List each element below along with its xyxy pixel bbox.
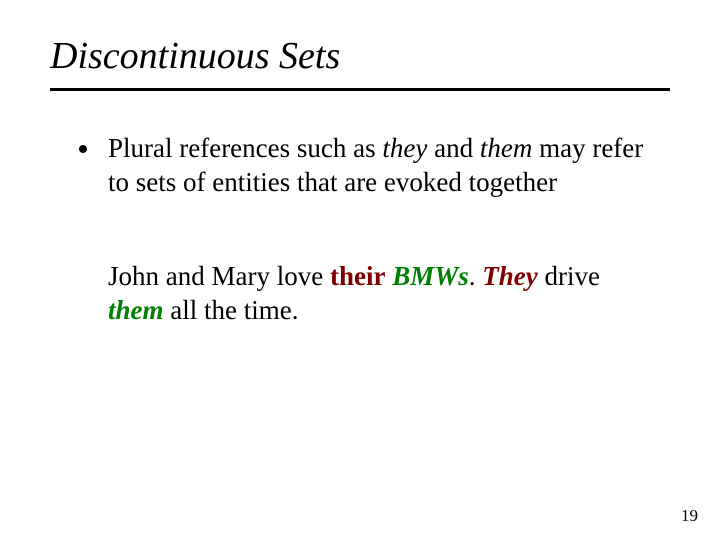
bullet-list: Plural references such as they and them … xyxy=(50,131,670,199)
ref-their: their xyxy=(330,261,385,291)
bullet-italic-they: they xyxy=(382,133,427,163)
example-seg: drive xyxy=(538,261,600,291)
slide-title: Discontinuous Sets xyxy=(50,34,670,78)
ref-they: They xyxy=(482,261,537,291)
page-number: 19 xyxy=(681,506,698,526)
bullet-italic-them: them xyxy=(480,133,532,163)
bullet-seg: Plural references such as xyxy=(108,133,382,163)
example-seg: all the time. xyxy=(164,295,299,325)
entity-bmws: BMWs xyxy=(392,261,469,291)
example-text: John and Mary love their BMWs. They driv… xyxy=(108,261,600,325)
example-seg: . xyxy=(469,261,483,291)
bullet-seg: and xyxy=(427,133,479,163)
example-paragraph: John and Mary love their BMWs. They driv… xyxy=(108,259,640,327)
title-underline xyxy=(50,88,670,91)
bullet-text: Plural references such as they and them … xyxy=(108,131,670,199)
entity-john: John xyxy=(108,261,159,291)
example-seg: and xyxy=(159,261,211,291)
example-seg: love xyxy=(270,261,330,291)
ref-them: them xyxy=(108,295,164,325)
slide: Discontinuous Sets Plural references suc… xyxy=(0,0,720,540)
bullet-item: Plural references such as they and them … xyxy=(102,131,670,199)
entity-mary: Mary xyxy=(212,261,270,291)
